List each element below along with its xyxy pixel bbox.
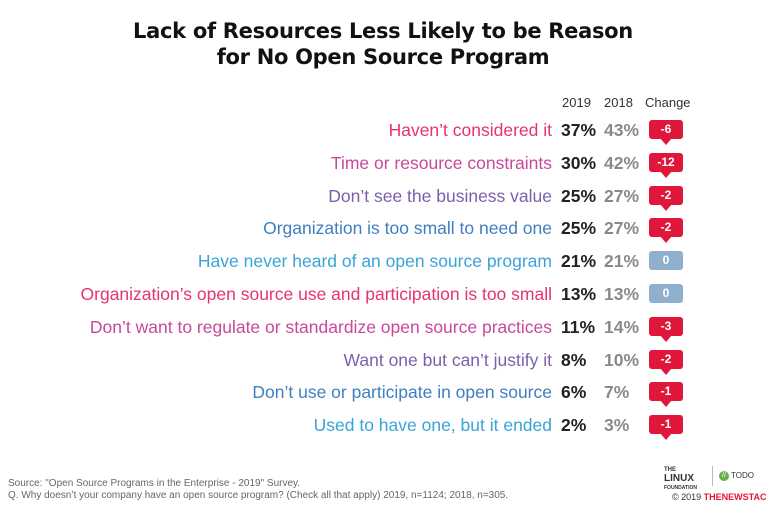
change-badge: 0 xyxy=(649,251,683,271)
row-label: Organization is too small to need one xyxy=(263,218,552,239)
chart-row: Don’t use or participate in open source 6… xyxy=(0,378,766,408)
row-label: Don’t use or participate in open source xyxy=(252,382,552,403)
chart-row: Used to have one, but it ended 2% 3% -1 xyxy=(0,411,766,441)
row-label: Want one but can’t justify it xyxy=(343,349,552,370)
value-2019: 30% xyxy=(561,152,597,173)
title-line-1: Lack of Resources Less Likely to be Reas… xyxy=(133,19,633,43)
footer-source: Source: "Open Source Programs in the Ent… xyxy=(8,478,301,489)
value-2019: 25% xyxy=(561,218,597,239)
value-2018: 43% xyxy=(604,120,640,140)
change-badge: -2 xyxy=(649,185,683,211)
change-badge: -6 xyxy=(649,120,683,145)
title-line-2: for No Open Source Program xyxy=(216,45,550,69)
value-2018: 21% xyxy=(604,251,640,272)
todo-logo: //TODO xyxy=(719,471,754,481)
lf-name: LINUX xyxy=(664,473,694,484)
change-badge: -2 xyxy=(649,218,683,244)
value-2019: 13% xyxy=(561,284,597,304)
row-label: Don’t see the business value xyxy=(328,185,552,206)
row-label: Don’t want to regulate or standardize op… xyxy=(89,316,552,337)
change-badge: -12 xyxy=(649,152,683,178)
column-header-2018: 2018 xyxy=(604,95,633,110)
chart-row: Don’t see the business value 25% 27% -2 xyxy=(0,182,766,212)
value-2019: 21% xyxy=(561,251,597,272)
value-2018: 27% xyxy=(604,185,640,206)
row-label: Used to have one, but it ended xyxy=(313,415,552,436)
chart-row: Haven’t considered it 37% 43% -6 xyxy=(0,116,766,146)
linux-foundation-logo: THE LINUX FOUNDATION xyxy=(664,466,697,492)
row-label: Have never heard of an open source progr… xyxy=(197,251,552,272)
value-2018: 14% xyxy=(604,316,640,337)
value-2018: 7% xyxy=(604,382,630,403)
chart-row: Want one but can’t justify it 8% 10% -2 xyxy=(0,346,766,376)
row-label: Time or resource constraints xyxy=(330,152,552,173)
logo-divider xyxy=(712,466,713,486)
todo-name: TODO xyxy=(731,471,754,481)
chart-row: Don’t want to regulate or standardize op… xyxy=(0,313,766,343)
value-2019: 37% xyxy=(561,120,597,140)
value-2018: 27% xyxy=(604,218,640,239)
change-badge: -1 xyxy=(649,415,683,441)
change-badge: -3 xyxy=(649,316,683,342)
copyright: © 2019 xyxy=(672,492,702,502)
change-badge: -2 xyxy=(649,349,683,375)
row-label: Haven’t considered it xyxy=(388,120,552,140)
todo-icon: // xyxy=(719,471,729,481)
value-2019: 25% xyxy=(561,185,597,206)
value-2019: 6% xyxy=(561,382,587,403)
chart-row: Organization is too small to need one 25%… xyxy=(0,214,766,244)
footer-question: Q. Why doesn’t your company have an open… xyxy=(8,490,509,501)
column-header-2019: 2019 xyxy=(562,95,591,110)
change-badge: 0 xyxy=(649,284,683,303)
value-2018: 42% xyxy=(604,152,640,173)
value-2019: 8% xyxy=(561,349,587,370)
thenewstack-logo: THENEWSTACK xyxy=(703,492,766,502)
chart-row: Have never heard of an open source progr… xyxy=(0,247,766,277)
column-header-change: Change xyxy=(645,95,691,110)
chart-row: Organization’s open source use and parti… xyxy=(0,280,766,310)
chart-title: Lack of Resources Less Likely to be Reas… xyxy=(0,18,766,70)
value-2018: 10% xyxy=(604,349,640,370)
newstack-credit: © 2019 THENEWSTACK xyxy=(672,492,766,502)
row-label: Organization’s open source use and parti… xyxy=(80,284,552,304)
chart-row: Time or resource constraints 30% 42% -12 xyxy=(0,149,766,179)
value-2018: 3% xyxy=(604,415,630,436)
lf-sub: FOUNDATION xyxy=(664,485,697,491)
value-2018: 13% xyxy=(604,284,640,304)
change-badge: -1 xyxy=(649,382,683,408)
value-2019: 2% xyxy=(561,415,587,436)
lf-the: THE xyxy=(664,467,676,473)
value-2019: 11% xyxy=(561,316,596,337)
